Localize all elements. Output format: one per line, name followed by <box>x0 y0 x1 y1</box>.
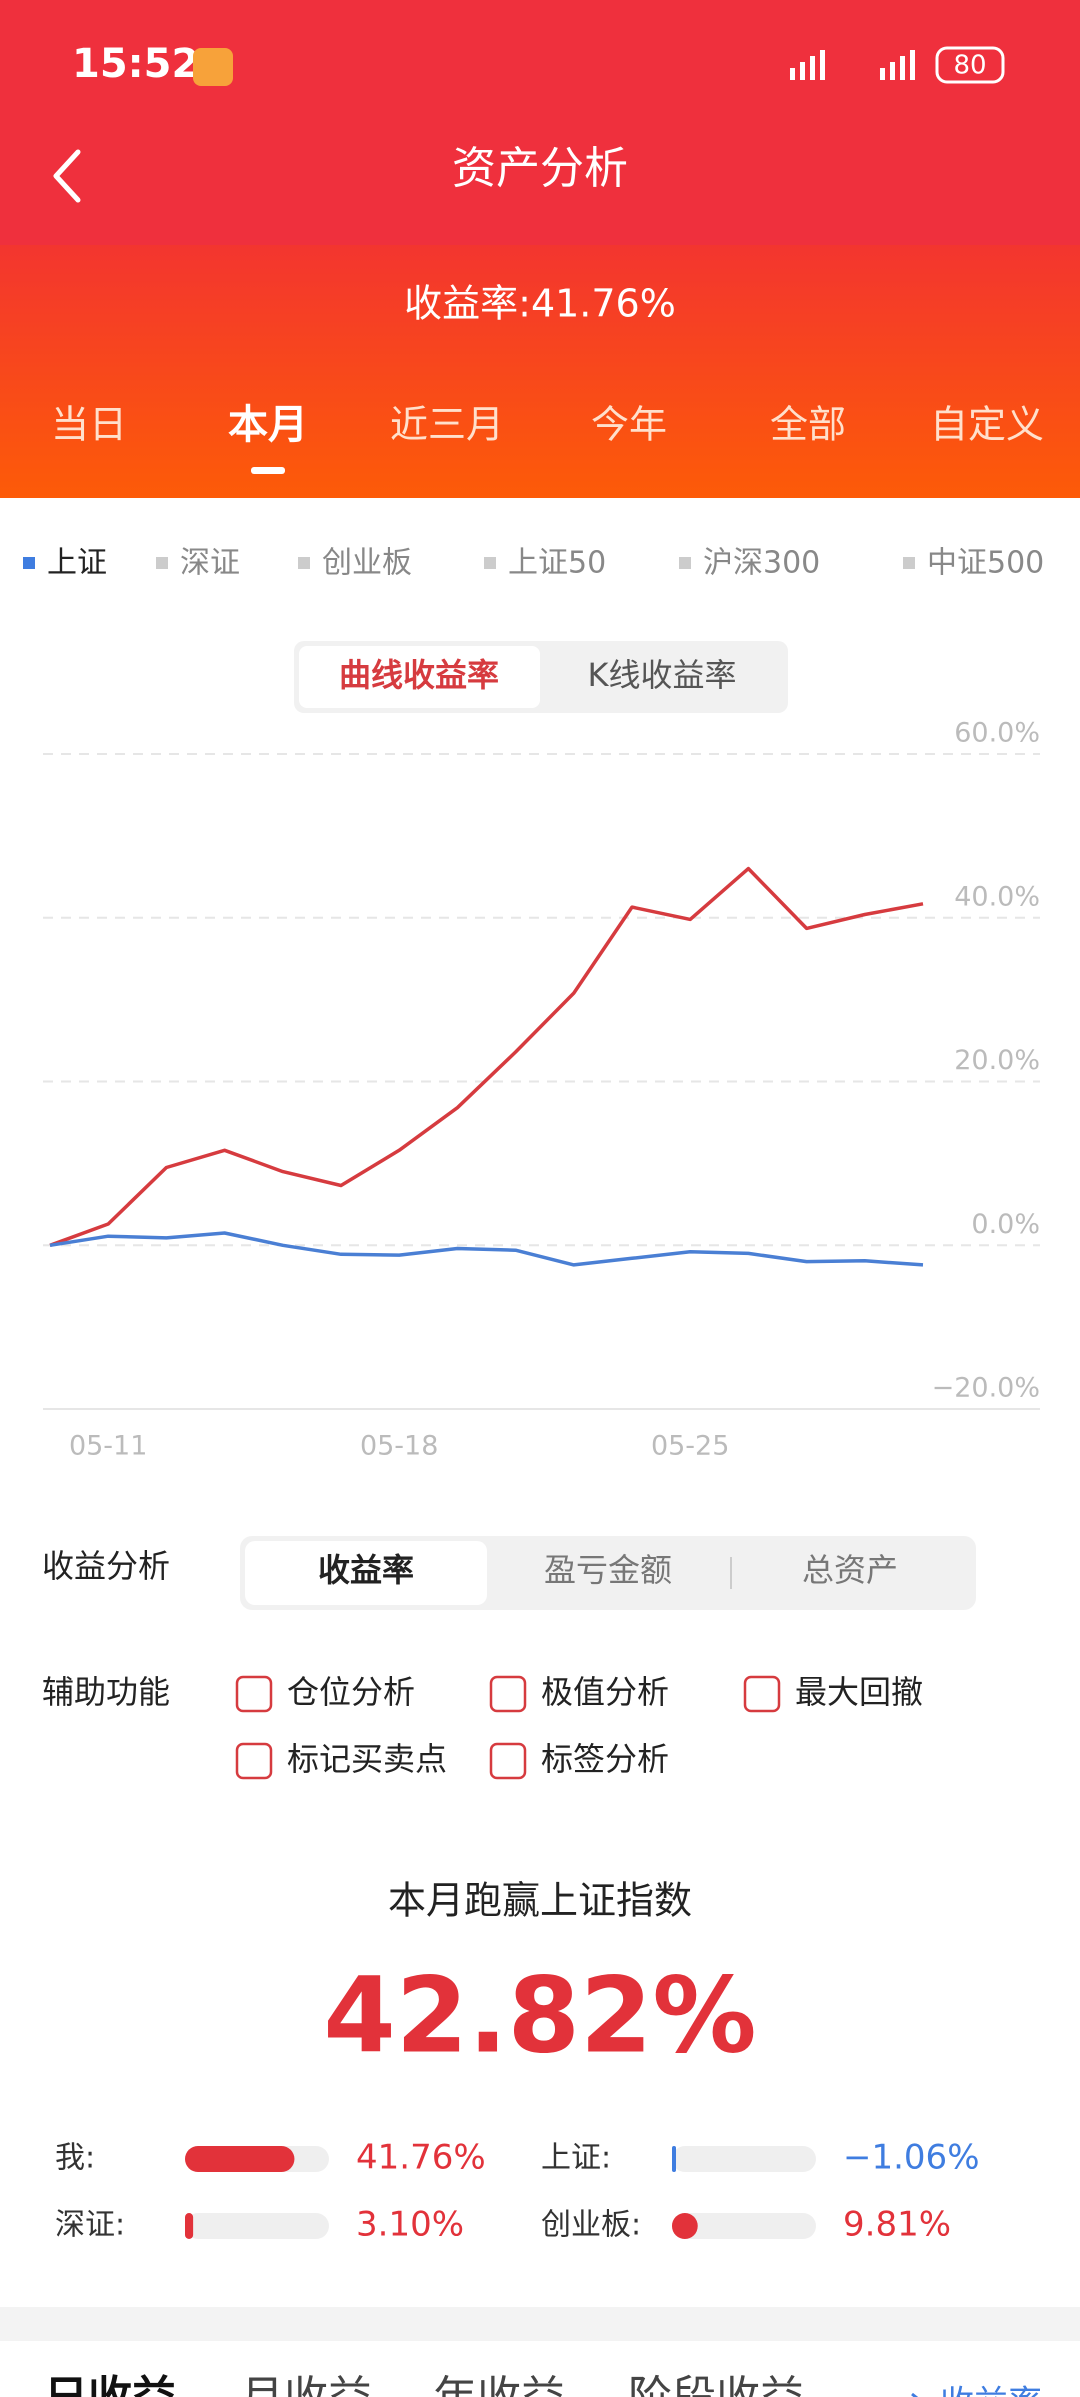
bar-track <box>672 2146 816 2172</box>
bar-track <box>185 2213 329 2239</box>
chart: 上证 深证 创业板 上证50 沪深300 中证500 曲线收益率 K线收益率 −20.0% 0.0… <box>23 546 1044 1462</box>
compare-value-label: 9.81% <box>843 2205 951 2245</box>
series-line <box>49 1231 924 1267</box>
compare-bar <box>672 2146 676 2172</box>
tab-indicator <box>251 467 285 474</box>
legend-label[interactable]: 沪深300 <box>703 546 820 581</box>
checkbox-label[interactable]: 标记买卖点 <box>287 1740 447 1778</box>
checkbox-label[interactable]: 仓位分析 <box>287 1673 415 1711</box>
legend-swatch <box>156 557 168 569</box>
compare-bar <box>672 2213 698 2239</box>
compare-value-label: −1.06% <box>843 2138 980 2178</box>
period-tab[interactable]: 近三月 <box>390 403 504 447</box>
summary-bar <box>0 245 1080 498</box>
period-tab[interactable]: 全部 <box>770 403 846 447</box>
legend-swatch <box>679 557 691 569</box>
compare-value-label: 41.76% <box>356 2138 486 2178</box>
y-tick-label: 60.0% <box>954 718 1040 749</box>
y-tick-label: −20.0% <box>932 1373 1040 1404</box>
compare-name: 深证: <box>55 2208 125 2243</box>
legend-label[interactable]: 上证 <box>47 546 107 581</box>
compare-bar <box>185 2213 194 2239</box>
compare-value-label: 3.10% <box>356 2205 464 2245</box>
bottom-link[interactable]: 收益率 <box>940 2384 1042 2397</box>
checkbox-label[interactable]: 标签分析 <box>541 1740 669 1778</box>
legend-label[interactable]: 创业板 <box>322 546 412 581</box>
bottom-tabs: 日收益 月收益 年收益 阶段收益 收益率 <box>44 2372 1042 2397</box>
checkbox[interactable] <box>489 1675 527 1713</box>
legend-label[interactable]: 深证 <box>180 546 240 581</box>
segment-option[interactable]: 总资产 <box>802 1551 898 1589</box>
checkbox[interactable] <box>235 1742 273 1780</box>
checkbox[interactable] <box>743 1675 781 1713</box>
status-icon <box>193 48 233 86</box>
status-time: 15:52 <box>72 41 199 87</box>
checkbox[interactable] <box>489 1742 527 1780</box>
period-tabs: 当日 本月 近三月 今年 全部 自定义 <box>51 402 1044 474</box>
section-label: 辅助功能 <box>42 1673 170 1711</box>
x-tick-label: 05-11 <box>69 1431 147 1462</box>
battery-level: 80 <box>953 51 986 81</box>
separator <box>0 2307 1080 2341</box>
legend-label[interactable]: 中证500 <box>927 546 1044 581</box>
x-tick-label: 05-18 <box>360 1431 438 1462</box>
bottom-tab[interactable]: 年收益 <box>433 2372 565 2397</box>
compare-name: 创业板: <box>541 2208 641 2243</box>
segment-option[interactable]: 收益率 <box>318 1551 414 1589</box>
toggle-option[interactable]: K线收益率 <box>588 656 737 694</box>
y-tick-label: 0.0% <box>971 1209 1040 1240</box>
checkbox-label[interactable]: 极值分析 <box>541 1673 669 1711</box>
back-button[interactable] <box>53 149 81 203</box>
period-tab[interactable]: 今年 <box>591 403 667 447</box>
compare-name: 我: <box>55 2141 95 2176</box>
segment-option[interactable]: 盈亏金额 <box>544 1551 672 1589</box>
x-tick-label: 05-25 <box>651 1431 729 1462</box>
battery <box>935 46 1005 84</box>
legend-swatch <box>903 557 915 569</box>
section-label: 收益分析 <box>42 1547 170 1585</box>
toggle-option[interactable]: 曲线收益率 <box>339 656 499 694</box>
checkbox[interactable] <box>235 1675 273 1713</box>
compare-value: 42.82% <box>323 1954 756 2076</box>
legend-swatch <box>298 557 310 569</box>
bottom-tab[interactable]: 月收益 <box>240 2372 372 2397</box>
compare-name: 上证: <box>541 2141 611 2176</box>
period-tab[interactable]: 本月 <box>228 402 308 448</box>
bottom-tab[interactable]: 阶段收益 <box>628 2372 804 2397</box>
period-tab[interactable]: 当日 <box>51 403 127 447</box>
period-tab[interactable]: 自定义 <box>930 403 1044 447</box>
checkbox-label[interactable]: 最大回撤 <box>795 1673 923 1711</box>
comparison: 本月跑赢上证指数 42.82% 我: 41.76% 上证: −1.06% 深证: 3.10% 创… <box>55 1879 980 2245</box>
top-bar <box>0 0 1080 245</box>
legend-swatch <box>484 557 496 569</box>
y-tick-label: 40.0% <box>954 881 1040 912</box>
segment-active <box>245 1541 487 1605</box>
analysis: 收益分析 收益率 盈亏金额 总资产 <box>42 1536 976 1610</box>
compare-bar <box>185 2146 295 2172</box>
return-summary: 收益率:41.76% <box>404 282 676 326</box>
series-line <box>49 866 924 1247</box>
bar-track <box>672 2213 816 2239</box>
compare-title: 本月跑赢上证指数 <box>388 1879 692 1923</box>
bottom-tab[interactable]: 日收益 <box>44 2372 176 2397</box>
toggle-active <box>299 646 540 708</box>
legend-swatch <box>23 557 35 569</box>
legend-label[interactable]: 上证50 <box>508 546 606 581</box>
y-tick-label: 20.0% <box>954 1045 1040 1076</box>
page-title: 资产分析 <box>452 143 628 194</box>
signal-icons <box>790 50 915 80</box>
